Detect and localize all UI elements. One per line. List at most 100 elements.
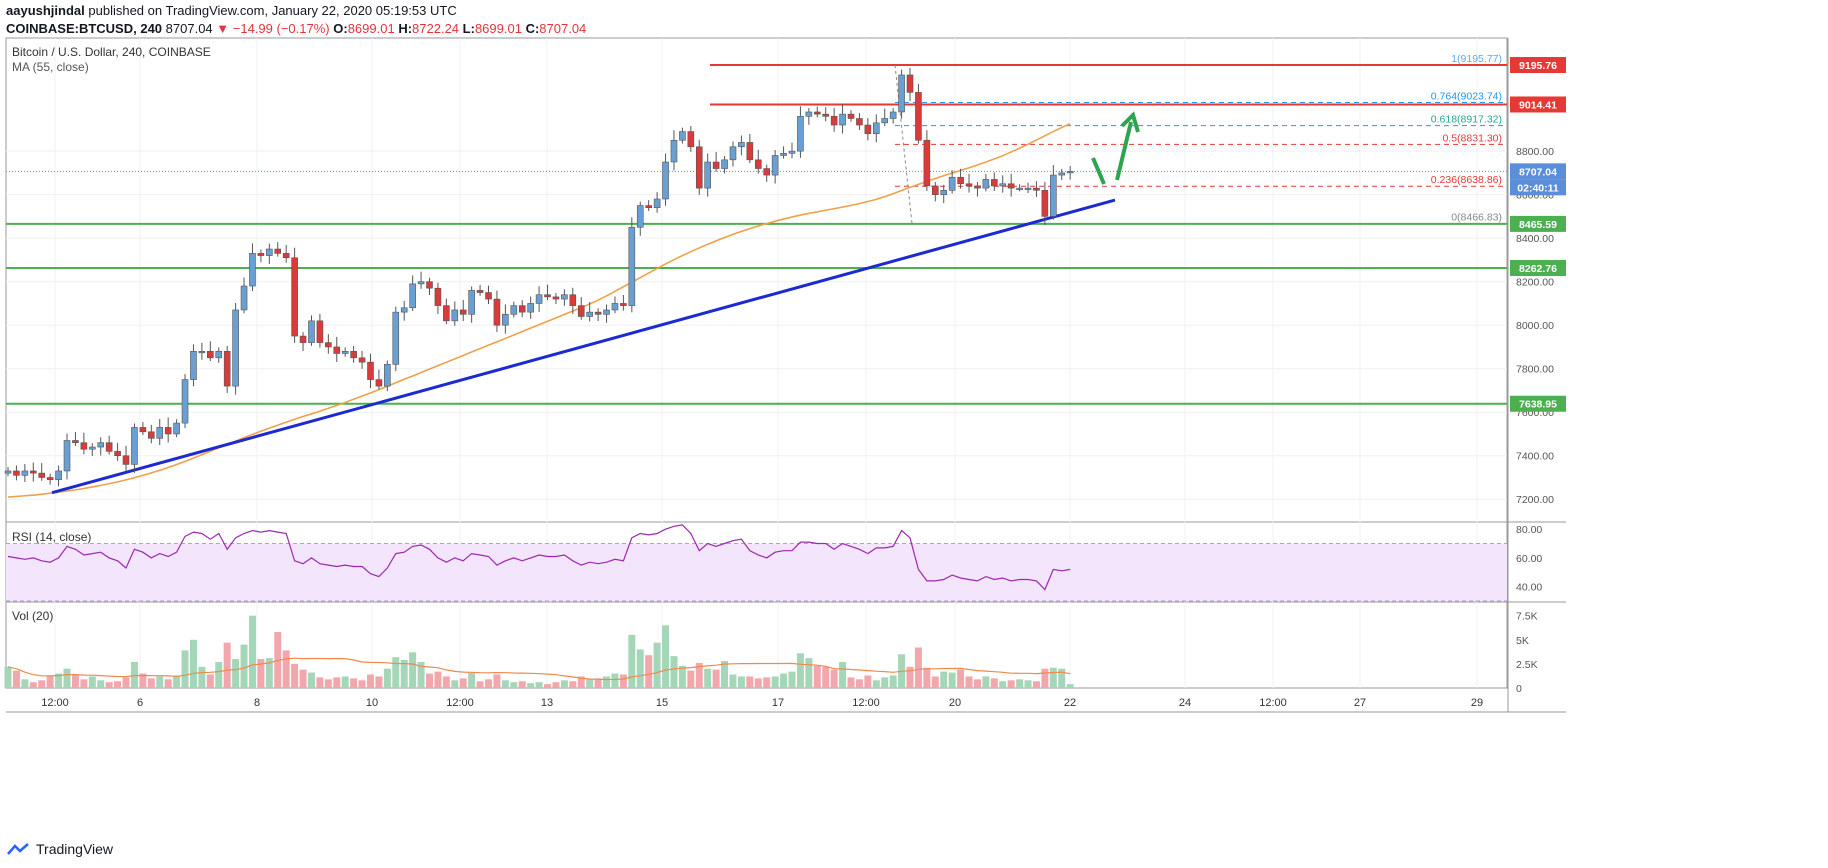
volume-bar bbox=[71, 674, 79, 688]
author-name[interactable]: aayushjindal bbox=[6, 3, 85, 18]
candle-body bbox=[1041, 189, 1049, 217]
volume-bar bbox=[434, 671, 442, 688]
x-tick-label: 12:00 bbox=[852, 697, 880, 709]
candle-body bbox=[518, 305, 526, 313]
candle-body bbox=[805, 111, 813, 117]
price-tag bbox=[1510, 395, 1566, 412]
candle-body bbox=[38, 472, 46, 478]
candle-body bbox=[358, 357, 366, 363]
candle-body bbox=[822, 113, 830, 117]
candle-body bbox=[679, 131, 686, 141]
price-tag-label: 9014.41 bbox=[1519, 99, 1557, 111]
fib-level-label: 0.764(9023.74) bbox=[1431, 90, 1502, 102]
x-tick-label: 12:00 bbox=[1259, 697, 1287, 709]
vol-y-tick: 0 bbox=[1516, 683, 1522, 695]
change-value: −14.99 (−0.17%) bbox=[232, 21, 330, 36]
y-tick-label: 8400.00 bbox=[1516, 233, 1554, 245]
volume-bar bbox=[999, 681, 1007, 688]
volume-bar bbox=[662, 625, 670, 688]
volume-bar bbox=[704, 668, 712, 688]
volume-bar bbox=[63, 668, 71, 688]
tradingview-footer[interactable]: TradingView bbox=[6, 841, 113, 857]
candle-body bbox=[451, 309, 459, 322]
candle-body bbox=[181, 379, 189, 424]
candle-body bbox=[965, 183, 973, 187]
candle-body bbox=[721, 159, 728, 169]
candle-body bbox=[156, 427, 164, 439]
candle-body bbox=[662, 161, 669, 200]
y-tick-label: 7200.00 bbox=[1516, 494, 1554, 506]
candle-body bbox=[923, 139, 931, 187]
close-label: C: bbox=[525, 21, 540, 36]
candle-body bbox=[1007, 183, 1015, 189]
candle-body bbox=[1033, 187, 1040, 191]
volume-bar bbox=[265, 658, 273, 688]
volume-bar bbox=[55, 673, 63, 688]
candle-body bbox=[173, 422, 180, 435]
fib-level-label: 0.236(8638.86) bbox=[1431, 174, 1502, 186]
candle-body bbox=[257, 253, 265, 256]
candle-body bbox=[80, 442, 88, 450]
candle-body bbox=[771, 155, 779, 176]
candle-body bbox=[350, 350, 357, 359]
candle-body bbox=[729, 146, 737, 161]
candle-body bbox=[754, 159, 762, 169]
volume-bar bbox=[240, 644, 248, 688]
volume-bar bbox=[139, 673, 147, 688]
volume-bar bbox=[729, 674, 737, 688]
candle-body bbox=[991, 179, 998, 187]
volume-bar bbox=[839, 661, 847, 688]
volume-bar bbox=[341, 676, 349, 688]
candle-body bbox=[223, 350, 231, 387]
volume-bar bbox=[914, 647, 922, 688]
candle-body bbox=[940, 189, 948, 195]
candle-body bbox=[400, 307, 408, 313]
pane-title: Bitcoin / U.S. Dollar, 240, COINBASE bbox=[12, 45, 211, 59]
volume-bar bbox=[366, 674, 374, 688]
candle-body bbox=[712, 161, 720, 169]
volume-bar bbox=[678, 665, 686, 688]
volume-bar bbox=[645, 655, 653, 688]
candle-body bbox=[535, 294, 543, 304]
volume-bar bbox=[181, 650, 189, 688]
candle-body bbox=[974, 185, 981, 189]
volume-bar bbox=[510, 682, 518, 688]
volume-bar bbox=[114, 681, 122, 688]
volume-bar bbox=[923, 667, 931, 688]
candle-body bbox=[1066, 171, 1074, 174]
volume-bar bbox=[12, 670, 20, 688]
candle-body bbox=[898, 74, 905, 113]
fib-level-label: 0(8466.83) bbox=[1451, 212, 1502, 224]
volume-bar bbox=[80, 679, 88, 688]
candle-body bbox=[780, 153, 787, 156]
ma-label: MA (55, close) bbox=[12, 60, 89, 74]
x-tick-label: 6 bbox=[137, 697, 143, 709]
candle-body bbox=[367, 361, 374, 380]
rsi-y-tick: 60.00 bbox=[1516, 553, 1542, 565]
candle-body bbox=[468, 290, 475, 315]
candle-body bbox=[906, 74, 914, 93]
candle-body bbox=[190, 350, 197, 380]
change-text: ▼ −14.99 (−0.17%) bbox=[216, 21, 330, 36]
candle-body bbox=[4, 470, 12, 474]
volume-bar bbox=[628, 634, 636, 688]
fib-level-label: 0.5(8831.30) bbox=[1442, 132, 1502, 144]
high-value: 8722.24 bbox=[412, 21, 460, 36]
candle-body bbox=[333, 346, 341, 354]
volume-bar bbox=[1007, 680, 1015, 688]
volume-bar bbox=[560, 680, 568, 688]
volume-bar bbox=[1024, 680, 1032, 688]
volume-bar bbox=[307, 672, 315, 688]
candle-body bbox=[122, 455, 130, 465]
candle-body bbox=[510, 305, 518, 315]
volume-bar bbox=[38, 680, 46, 688]
x-tick-label: 12:00 bbox=[41, 697, 69, 709]
published-text: published on TradingView.com, January 22… bbox=[88, 3, 457, 18]
candle-body bbox=[384, 364, 391, 387]
x-tick-label: 22 bbox=[1064, 697, 1076, 709]
volume-bar bbox=[501, 680, 509, 688]
volume-bar bbox=[881, 677, 889, 688]
candle-body bbox=[872, 122, 880, 135]
candle-body bbox=[569, 294, 577, 306]
